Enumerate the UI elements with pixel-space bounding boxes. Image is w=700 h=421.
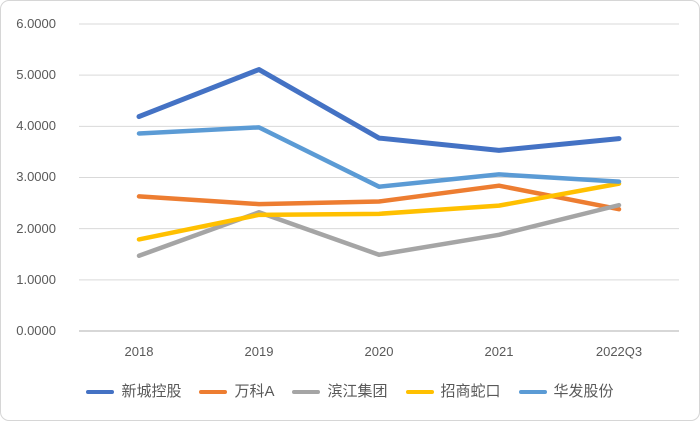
legend-line-marker [199, 389, 228, 395]
legend-line-marker [405, 389, 434, 395]
legend-line-marker [292, 389, 321, 395]
series-line-4 [136, 125, 622, 189]
y-axis-tick-label: 1.0000 [16, 271, 56, 287]
legend-item-3: 招商蛇口 [405, 382, 501, 402]
legend-item-1: 万科A [199, 382, 274, 402]
series-line-3 [136, 181, 622, 242]
legend-label: 招商蛇口 [440, 383, 501, 400]
legend-label: 华发股份 [553, 383, 614, 400]
y-axis-tick-label: 5.0000 [16, 67, 56, 83]
series-line-2 [136, 202, 622, 259]
legend-item-2: 滨江集团 [292, 382, 388, 402]
legend-line-marker [518, 389, 547, 395]
x-axis-tick-label: 2019 [244, 344, 274, 359]
legend-label: 新城控股 [121, 383, 182, 400]
x-axis-tick-label: 2021 [484, 344, 514, 359]
y-axis-tick-label: 2.0000 [16, 220, 56, 236]
x-axis-tick-label: 2018 [124, 344, 154, 359]
legend-line-marker [86, 389, 115, 395]
y-axis-tick-label: 0.0000 [16, 323, 56, 338]
series-line-1 [136, 183, 622, 212]
legend-item-0: 新城控股 [86, 382, 181, 402]
x-axis-tick-label: 2020 [364, 344, 394, 359]
chart-legend: 新城控股 万科A 滨江集团 招商蛇口 华发股份 [1, 382, 699, 402]
y-axis-tick-label: 4.0000 [16, 118, 56, 134]
series-line-0 [136, 67, 622, 153]
y-axis-tick-label: 3.0000 [16, 169, 56, 185]
legend-label: 滨江集团 [327, 383, 388, 400]
x-axis-tick-label: 2022Q3 [595, 344, 643, 359]
legend-label: 万科A [234, 383, 275, 400]
legend-item-4: 华发股份 [518, 382, 614, 402]
y-axis-tick-label: 6.0000 [16, 15, 56, 31]
